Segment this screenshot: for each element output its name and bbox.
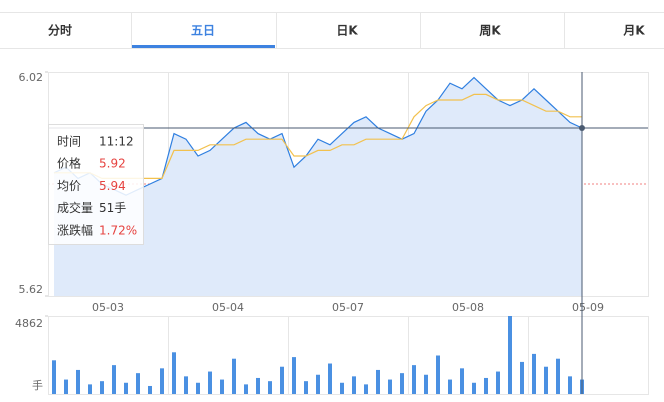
volume-bar [76, 369, 80, 394]
volume-bar [100, 381, 104, 394]
tooltip-value: 1.72% [99, 223, 137, 237]
volume-bar [400, 373, 404, 394]
tooltip-value: 5.94 [99, 179, 126, 193]
volume-bar [196, 382, 200, 394]
volume-bar [148, 385, 152, 394]
volume-bar [172, 352, 176, 394]
tooltip-value: 5.92 [99, 157, 126, 171]
volume-bar [232, 358, 236, 394]
volume-bar [340, 382, 344, 394]
volume-bar [484, 377, 488, 394]
tooltip-label: 时间 [57, 135, 81, 149]
volume-bar [208, 371, 212, 394]
volume-bar [220, 379, 224, 394]
volume-bar [328, 363, 332, 394]
volume-bar [52, 360, 56, 394]
volume-bar [376, 369, 380, 394]
volume-bar [160, 368, 164, 394]
volume-bar [436, 355, 440, 394]
volume-bar [256, 377, 260, 394]
volume-bar [88, 384, 92, 394]
volume-bar [388, 379, 392, 394]
volume-bar [292, 357, 296, 394]
tooltip-label: 成交量 [57, 200, 93, 215]
volume-bar [136, 373, 140, 394]
volume-bar [460, 368, 464, 394]
tab-underline [132, 45, 275, 48]
volume-bar [112, 365, 116, 394]
tooltip-value: 51手 [99, 201, 126, 215]
tab-label[interactable]: 日K [336, 24, 358, 38]
volume-bar [352, 376, 356, 394]
volume-bar [280, 366, 284, 394]
volume-bar [496, 371, 500, 394]
volume-bar [424, 374, 428, 394]
price-area [54, 77, 582, 296]
tooltip-label: 均价 [57, 179, 81, 193]
x-tick-label: 05-03 [92, 301, 124, 314]
volume-bar [532, 353, 536, 394]
volume-bar [472, 382, 476, 394]
volume-bar [508, 316, 512, 394]
tab-label[interactable]: 周K [479, 24, 501, 38]
tab-label[interactable]: 五日 [191, 24, 215, 38]
x-tick-label: 05-04 [212, 301, 244, 314]
tooltip-label: 价格 [57, 156, 81, 171]
volume-unit: 手 [32, 378, 43, 392]
volume-bar [316, 374, 320, 394]
volume-bar [448, 379, 452, 394]
y-tick-label: 5.62 [19, 283, 44, 296]
x-tick-label: 05-07 [332, 301, 364, 314]
volume-bar [244, 384, 248, 394]
volume-bar [124, 382, 128, 394]
y2-tick-label: 4862 [15, 317, 43, 330]
x-tick-label: 05-09 [572, 301, 604, 314]
volume-bar [544, 366, 548, 394]
crosshair-dot [579, 125, 585, 131]
volume-bar [64, 379, 68, 394]
volume-bar [364, 384, 368, 394]
tab-label[interactable]: 分时 [48, 23, 72, 38]
volume-bar [268, 381, 272, 394]
volume-bar [184, 376, 188, 394]
y-tick-label: 6.02 [19, 71, 44, 84]
tab-label[interactable]: 月K [622, 24, 645, 38]
volume-bar [520, 361, 524, 394]
volume-bar [412, 365, 416, 394]
volume-bar [568, 376, 572, 394]
volume-frame [48, 316, 649, 395]
volume-bar [556, 358, 560, 394]
volume-bar [304, 381, 308, 394]
x-tick-label: 05-08 [452, 301, 484, 314]
tooltip-box [48, 124, 144, 245]
tooltip-value: 11:12 [99, 135, 134, 149]
tooltip-label: 涨跌幅 [57, 222, 93, 237]
